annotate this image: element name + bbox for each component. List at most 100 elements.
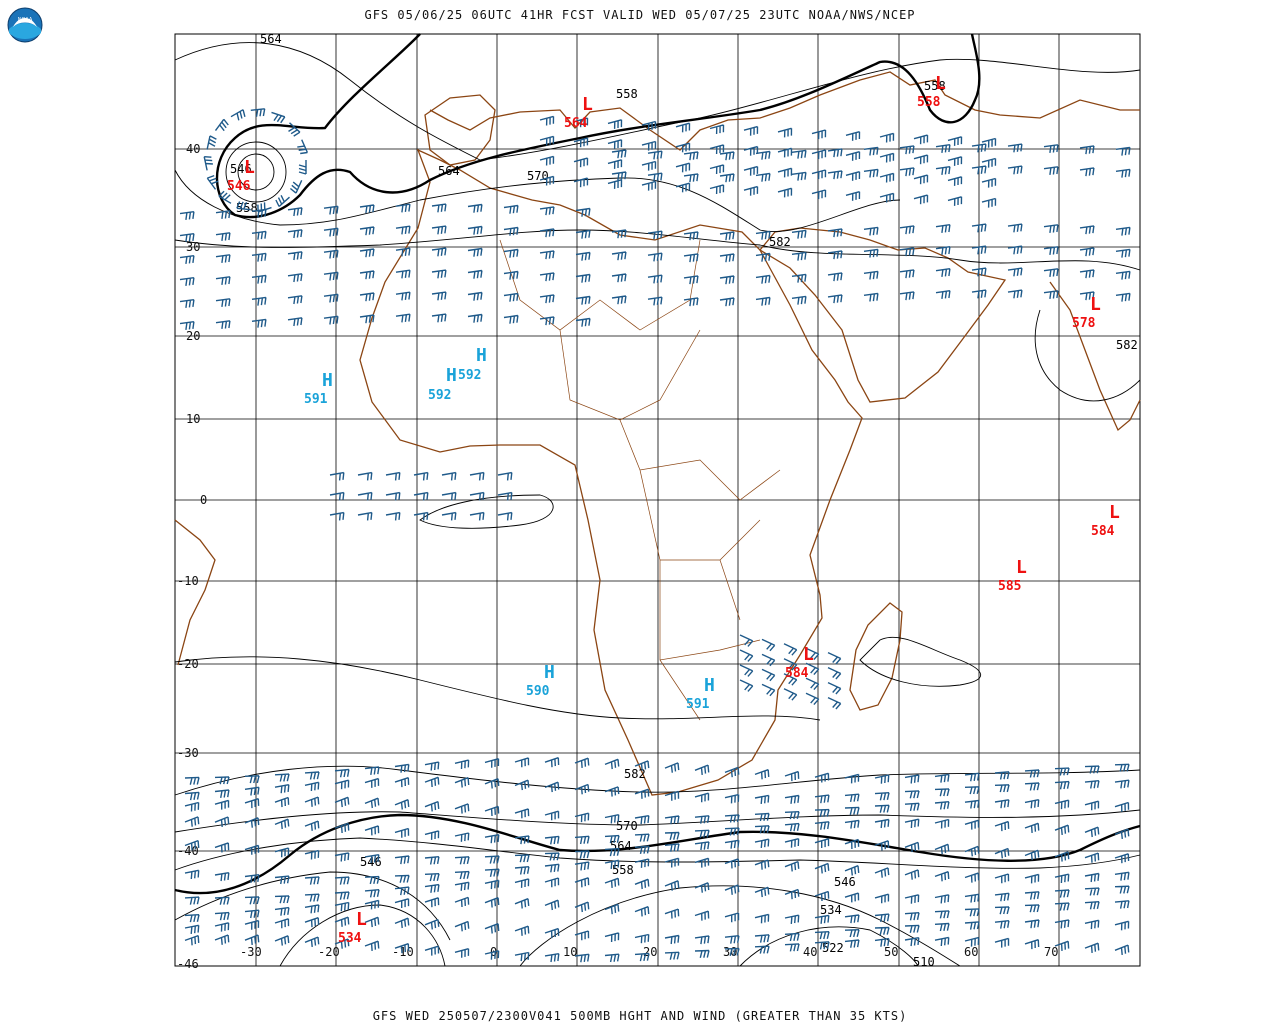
wind-barb (719, 297, 735, 307)
wind-barb (607, 119, 623, 129)
wind-barb (544, 757, 560, 768)
wind-barb (1115, 292, 1131, 302)
south-america-coast (174, 519, 216, 666)
wind-barb (214, 118, 229, 132)
wind-barb (947, 196, 963, 206)
wind-barb (1054, 940, 1070, 951)
wind-barb (251, 252, 267, 262)
wind-barb (544, 953, 560, 963)
wind-barb (1043, 290, 1059, 299)
wind-barb (394, 777, 410, 788)
contour-label: 522 (822, 941, 844, 955)
wind-barb (214, 816, 230, 827)
wind-barb (323, 249, 339, 259)
wind-barb (364, 916, 380, 928)
wind-barb (934, 818, 950, 829)
wind-barb (683, 151, 699, 161)
wind-barb (394, 874, 410, 883)
wind-barb (814, 890, 830, 902)
wind-barb (913, 154, 929, 165)
low-value: 584 (1091, 524, 1115, 539)
wind-barb (413, 471, 429, 481)
low-value: 546 (227, 179, 251, 194)
wind-barb (544, 810, 560, 821)
wind-barb (1079, 291, 1095, 301)
wind-barb (874, 792, 890, 801)
wind-barb (395, 203, 411, 213)
map-footer-title: GFS WED 250507/2300V041 500MB HGHT AND W… (372, 1009, 908, 1023)
wind-barb (394, 799, 410, 810)
wind-barb (683, 275, 699, 285)
wind-barb (323, 271, 339, 281)
high-centers: H 591 H 592 H 592 H 590 H 591 (304, 345, 715, 712)
wind-barb (1024, 904, 1040, 913)
lon-label: 50 (884, 945, 898, 959)
wind-barb (395, 225, 411, 235)
wind-barb (179, 321, 195, 330)
wind-barb (394, 898, 410, 908)
wind-barb (514, 866, 530, 875)
wind-barb (539, 206, 555, 216)
wind-barb (611, 295, 627, 305)
wind-barb (1079, 247, 1095, 257)
wind-barb (395, 247, 411, 257)
wind-barb (694, 792, 710, 803)
low-value: 578 (1072, 316, 1096, 331)
wind-barb (357, 491, 373, 501)
wind-barb (574, 877, 590, 888)
contour-tropics (1034, 309, 1141, 402)
wind-barb (863, 292, 879, 302)
wind-barb (575, 295, 591, 305)
wind-barb (604, 903, 620, 915)
wind-barb (664, 857, 680, 868)
wind-barb (467, 291, 483, 301)
wind-barb (1054, 780, 1070, 790)
wind-barb (244, 798, 260, 809)
wind-barb (664, 815, 680, 825)
wind-barb (179, 255, 195, 264)
wind-barb (304, 936, 320, 947)
wind-barb (994, 920, 1010, 929)
wind-barb (827, 651, 842, 665)
wind-barb (719, 253, 735, 263)
wind-barb (214, 922, 230, 932)
wind-barb (709, 184, 725, 195)
wind-barb (664, 908, 680, 919)
wind-barb (934, 894, 950, 904)
wind-barb (287, 229, 303, 239)
wind-barb (743, 125, 759, 136)
wind-barb (1024, 873, 1040, 884)
wind-barb (827, 272, 843, 282)
low-value: 584 (785, 666, 809, 681)
wind-barb (719, 231, 735, 241)
wind-barb (754, 859, 770, 870)
wind-barb (179, 299, 195, 308)
wind-barb (913, 134, 929, 145)
wind-barb (467, 225, 483, 235)
wind-barb (206, 135, 217, 150)
wind-barb (359, 314, 375, 324)
wind-barb (844, 773, 860, 784)
wind-barb (904, 924, 920, 933)
high-letter: H (476, 345, 487, 366)
wind-barb (503, 248, 519, 258)
wind-barb (805, 692, 820, 706)
wind-barb (845, 191, 861, 201)
wind-barb (424, 873, 440, 882)
wind-barb (230, 109, 246, 121)
wind-barb (274, 847, 290, 858)
wind-barb (827, 170, 843, 180)
wind-barb (574, 850, 590, 859)
wind-barb (811, 189, 827, 200)
wind-barbs (179, 108, 1131, 963)
wind-barb (683, 297, 699, 307)
wind-barb (503, 314, 519, 324)
wind-barb (604, 932, 620, 943)
wind-barb (724, 793, 740, 804)
wind-barb (754, 838, 770, 848)
high-value: 592 (458, 368, 481, 383)
contour-label: 582 (769, 235, 791, 249)
wind-barb (783, 673, 798, 686)
wind-barb (811, 129, 827, 140)
contour-label: 558 (924, 79, 946, 93)
